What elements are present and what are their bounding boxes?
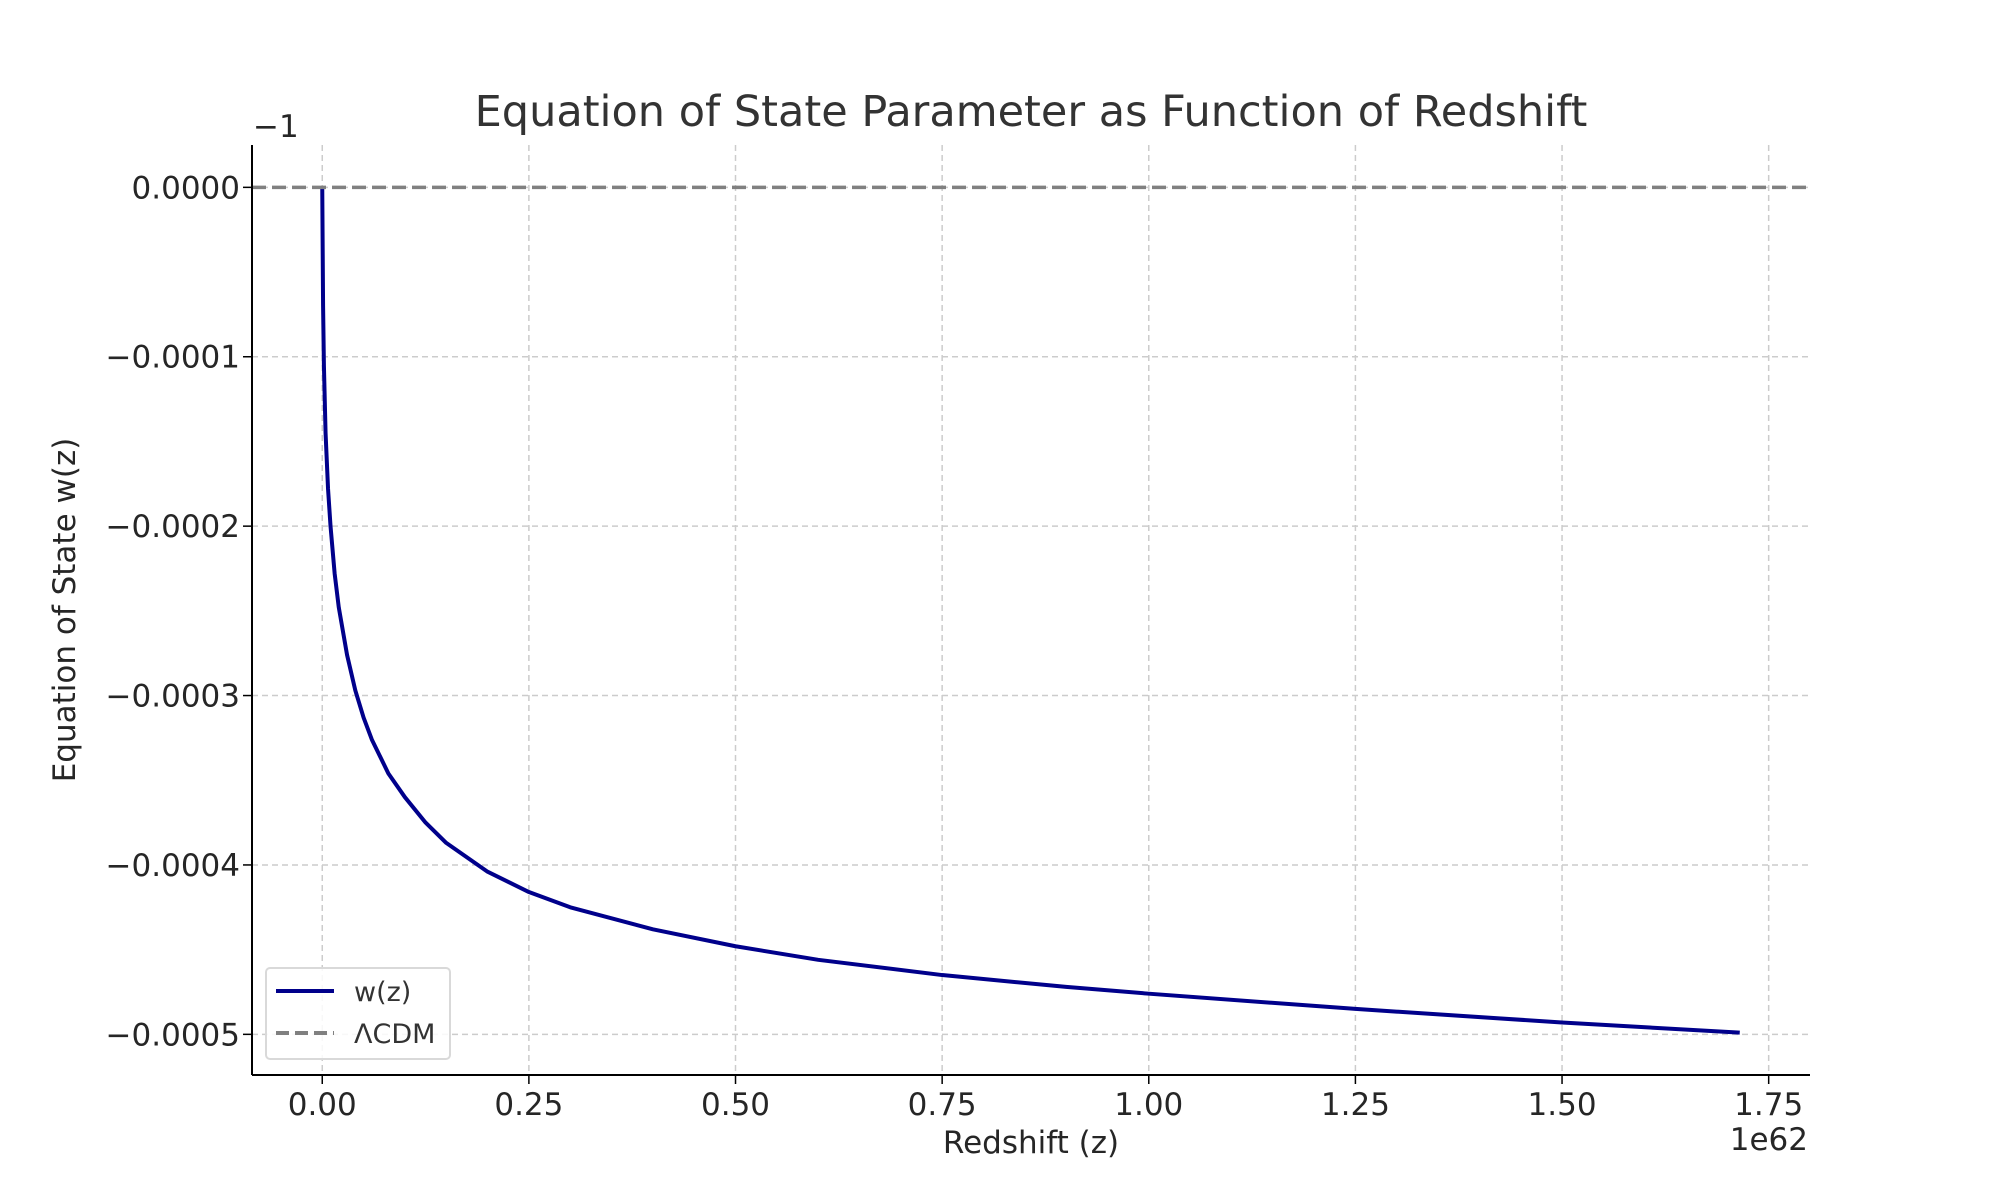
y-tick-label: −0.0005 (106, 1017, 240, 1053)
y-tick-label: −0.0004 (106, 848, 240, 884)
x-tick-label: 1.75 (1734, 1087, 1803, 1123)
plot-series (252, 185, 1810, 1035)
y-tick-label: 0.0000 (132, 170, 240, 206)
y-tick-label: −0.0003 (106, 679, 240, 715)
y-tick-label: −0.0002 (106, 509, 240, 545)
x-axis-offset-label: 1e62 (1730, 1122, 1808, 1158)
legend-label-lcdm: ΛCDM (354, 1019, 435, 1050)
x-axis-ticks: 0.00 0.25 0.50 0.75 1.00 1.25 1.50 1.75 (288, 1075, 1803, 1123)
y-tick-label: −0.0001 (106, 340, 240, 376)
series-line-w (320, 187, 1740, 1035)
y-axis-ticks: 0.0000 −0.0001 −0.0002 −0.0003 −0.0004 −0.000… (106, 170, 252, 1053)
x-tick-label: 0.50 (701, 1087, 770, 1123)
x-tick-label: 0.75 (908, 1087, 977, 1123)
legend-label-w: w(z) (354, 977, 411, 1008)
legend: w(z) ΛCDM (265, 967, 451, 1060)
y-axis-label: Equation of State w(z) (47, 438, 83, 783)
x-tick-label: 1.50 (1528, 1087, 1597, 1123)
x-tick-label: 0.25 (494, 1087, 563, 1123)
x-tick-label: 1.25 (1321, 1087, 1390, 1123)
x-tick-label: 0.00 (288, 1087, 357, 1123)
x-tick-label: 1.00 (1114, 1087, 1183, 1123)
y-axis-offset-label: −1 (253, 109, 299, 145)
x-axis-label: Redshift (z) (943, 1125, 1119, 1161)
chart-title: Equation of State Parameter as Function … (475, 87, 1588, 137)
